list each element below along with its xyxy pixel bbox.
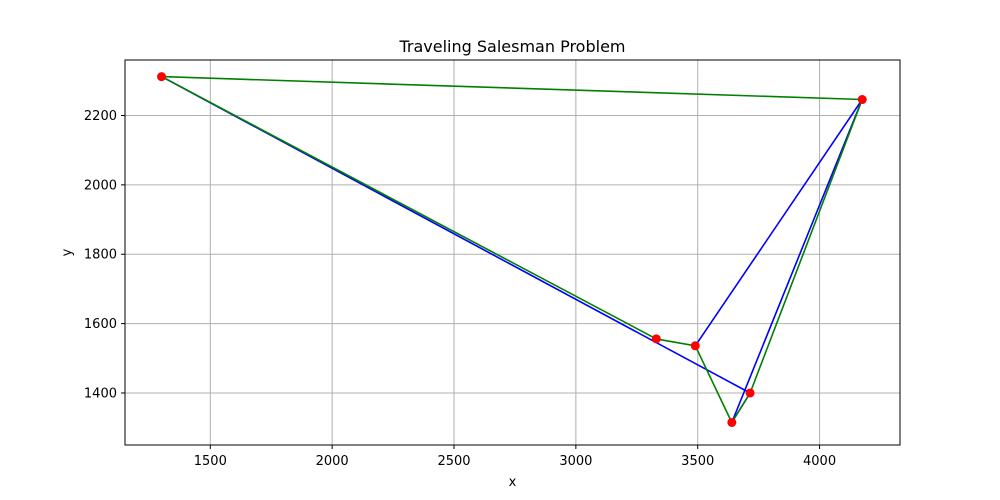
city-point bbox=[745, 388, 755, 398]
x-tick-label: 1500 bbox=[194, 454, 227, 469]
plot-frame bbox=[124, 59, 901, 446]
points-layer bbox=[157, 72, 867, 427]
city-point bbox=[157, 72, 167, 82]
city-point bbox=[651, 334, 661, 344]
y-tick-label: 1600 bbox=[84, 317, 117, 332]
y-tick-label: 1800 bbox=[84, 248, 117, 263]
chart-title: Traveling Salesman Problem bbox=[398, 37, 625, 56]
x-axis-label: x bbox=[509, 475, 517, 490]
city-point bbox=[727, 417, 737, 427]
y-axis-label: y bbox=[60, 248, 75, 256]
x-tick-label: 2500 bbox=[437, 454, 470, 469]
x-tick-label: 3000 bbox=[559, 454, 592, 469]
y-tick-label: 1400 bbox=[84, 386, 117, 401]
ticks-layer: 1500 2000 2500 3000 3500 4000 1400 1600 1800 2000… bbox=[84, 109, 836, 469]
grid-layer bbox=[125, 60, 900, 445]
y-tick-label: 2000 bbox=[84, 178, 117, 193]
city-point bbox=[690, 341, 700, 351]
y-tick-label: 2200 bbox=[84, 109, 117, 124]
x-tick-label: 3500 bbox=[681, 454, 714, 469]
city-point bbox=[857, 95, 867, 105]
x-tick-label: 4000 bbox=[803, 454, 836, 469]
x-tick-label: 2000 bbox=[316, 454, 349, 469]
